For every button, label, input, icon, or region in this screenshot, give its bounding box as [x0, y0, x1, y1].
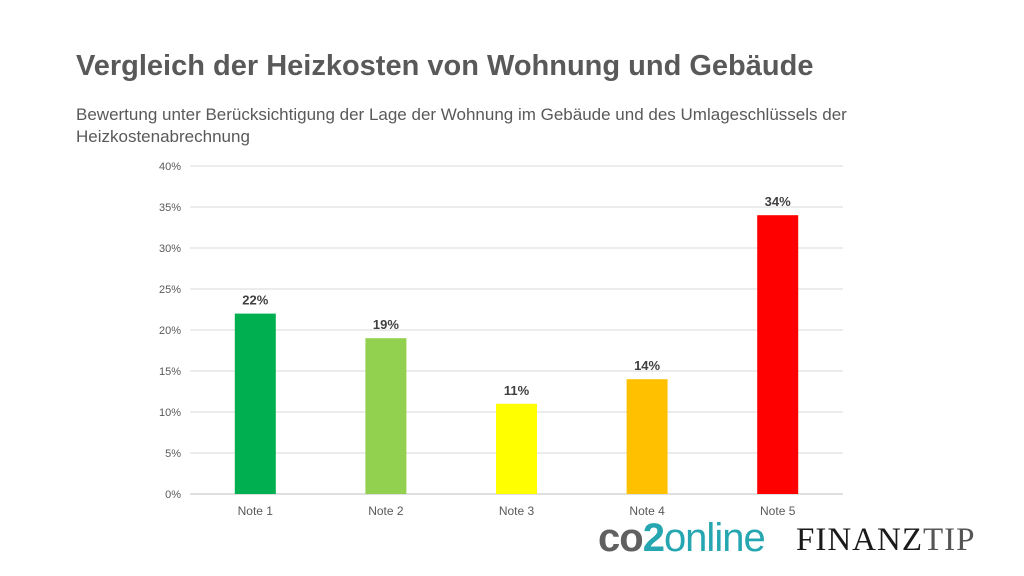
bar	[757, 215, 799, 494]
bar	[365, 338, 407, 494]
y-tick-label: 35%	[159, 202, 181, 214]
bar	[496, 403, 537, 494]
bar	[626, 379, 668, 494]
y-tick-label: 20%	[159, 325, 181, 337]
finanztip-logo: FINANZTIP	[796, 524, 976, 557]
co2online-logo: co2online	[598, 516, 766, 560]
y-axis: 0% 5% 10% 15% 20% 25% 30% 35% 40%	[159, 161, 181, 501]
x-axis: Note 1 Note 2 Note 3 Note 4 Note 5	[238, 504, 796, 518]
x-tick-label: Note 1	[238, 504, 274, 518]
x-tick-label: Note 5	[760, 504, 796, 518]
page-title: Vergleich der Heizkosten von Wohnung und…	[76, 50, 814, 82]
data-label: 11%	[504, 383, 530, 398]
bars	[234, 215, 799, 494]
finanztip-logo-part: TIP	[923, 522, 976, 558]
co2online-logo-part: online	[663, 516, 766, 560]
bar	[234, 313, 276, 494]
data-label: 14%	[634, 358, 660, 373]
y-tick-label: 10%	[159, 407, 181, 419]
x-tick-label: Note 4	[629, 504, 665, 518]
page-subtitle: Bewertung unter Berücksichtigung der Lag…	[76, 105, 847, 146]
data-label: 34%	[765, 194, 791, 209]
finanztip-logo-part: FINANZ	[796, 522, 923, 558]
data-label: 19%	[373, 317, 399, 332]
x-tick-label: Note 2	[368, 504, 404, 518]
y-tick-label: 25%	[159, 284, 181, 296]
y-tick-label: 30%	[159, 243, 181, 255]
co2online-logo-part: 2	[642, 516, 665, 560]
x-tick-label: Note 3	[499, 504, 535, 518]
data-label: 22%	[242, 293, 268, 308]
data-labels: 22% 19% 11% 14% 34%	[242, 194, 791, 398]
y-tick-label: 5%	[165, 448, 181, 460]
gridlines	[190, 165, 843, 495]
y-tick-label: 0%	[165, 489, 181, 501]
co2online-logo-part: co	[598, 516, 644, 560]
y-tick-label: 40%	[159, 161, 181, 173]
y-tick-label: 15%	[159, 366, 181, 378]
